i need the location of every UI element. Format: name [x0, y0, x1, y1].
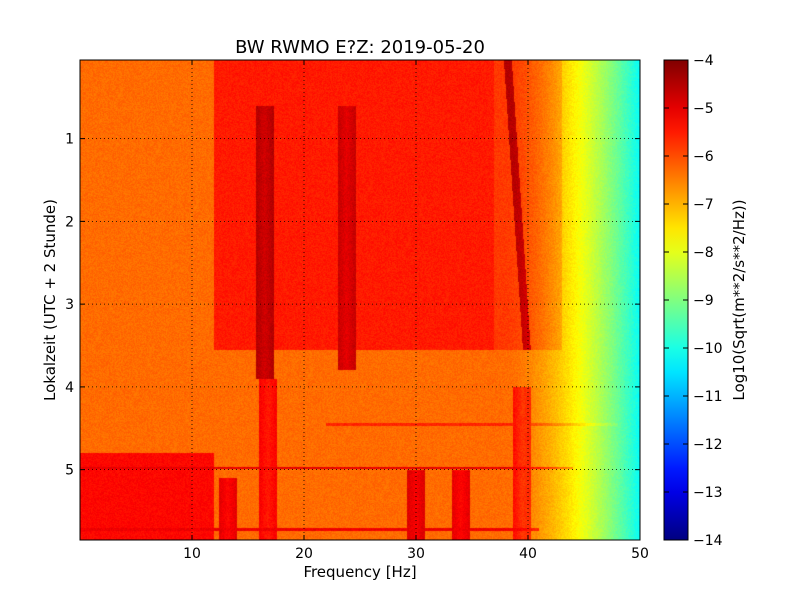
x-tick-label: 20 [295, 546, 313, 562]
y-tick-label: 3 [65, 297, 74, 313]
y-axis-ticks: 1 2 3 4 5 [65, 132, 640, 479]
colorbar-tick-label: −9 [693, 293, 714, 309]
y-axis-label: Lokalzeit (UTC + 2 Stunde) [41, 199, 59, 401]
x-axis-label: Frequency [Hz] [303, 563, 416, 581]
y-tick-label: 1 [65, 132, 74, 148]
chart-title: BW RWMO E?Z: 2019-05-20 [235, 37, 485, 58]
x-tick-label: 50 [631, 546, 649, 562]
colorbar-tick-label: −7 [693, 197, 714, 213]
x-tick-label: 30 [407, 546, 425, 562]
colorbar-tick-label: −12 [693, 437, 723, 453]
heatmap-image [80, 60, 640, 540]
heatmap-area [80, 60, 640, 540]
colorbar-tick-label: −8 [693, 245, 714, 261]
plot-frame [79, 59, 641, 541]
colorbar-tick-label: −6 [693, 149, 714, 165]
grid-lines [80, 60, 640, 540]
x-tick-label: 40 [519, 546, 537, 562]
y-tick-label: 2 [65, 214, 74, 230]
colorbar-tick-label: −13 [693, 485, 723, 501]
x-axis-ticks: 10 20 30 40 50 [183, 60, 649, 562]
y-tick-label: 5 [65, 463, 74, 479]
colorbar-tick-label: −10 [693, 341, 723, 357]
x-tick-label: 10 [183, 546, 201, 562]
colorbar-tick-label: −14 [693, 533, 723, 549]
colorbar-tick-label: −11 [693, 389, 723, 405]
y-tick-label: 4 [65, 380, 74, 396]
colorbar-tick-label: −5 [693, 101, 714, 117]
colorbar-label: Log10(Sqrt(m**2/s**2/Hz)) [730, 199, 748, 400]
colorbar-tick-label: −4 [693, 53, 714, 69]
colorbar-ticks: −4 −5 −6 −7 −8 −9 −10 −11 −12 −13 −14 [664, 53, 723, 549]
colorbar: −4 −5 −6 −7 −8 −9 −10 −11 −12 −13 −14 Log10(Sqrt(m… [663, 53, 748, 549]
